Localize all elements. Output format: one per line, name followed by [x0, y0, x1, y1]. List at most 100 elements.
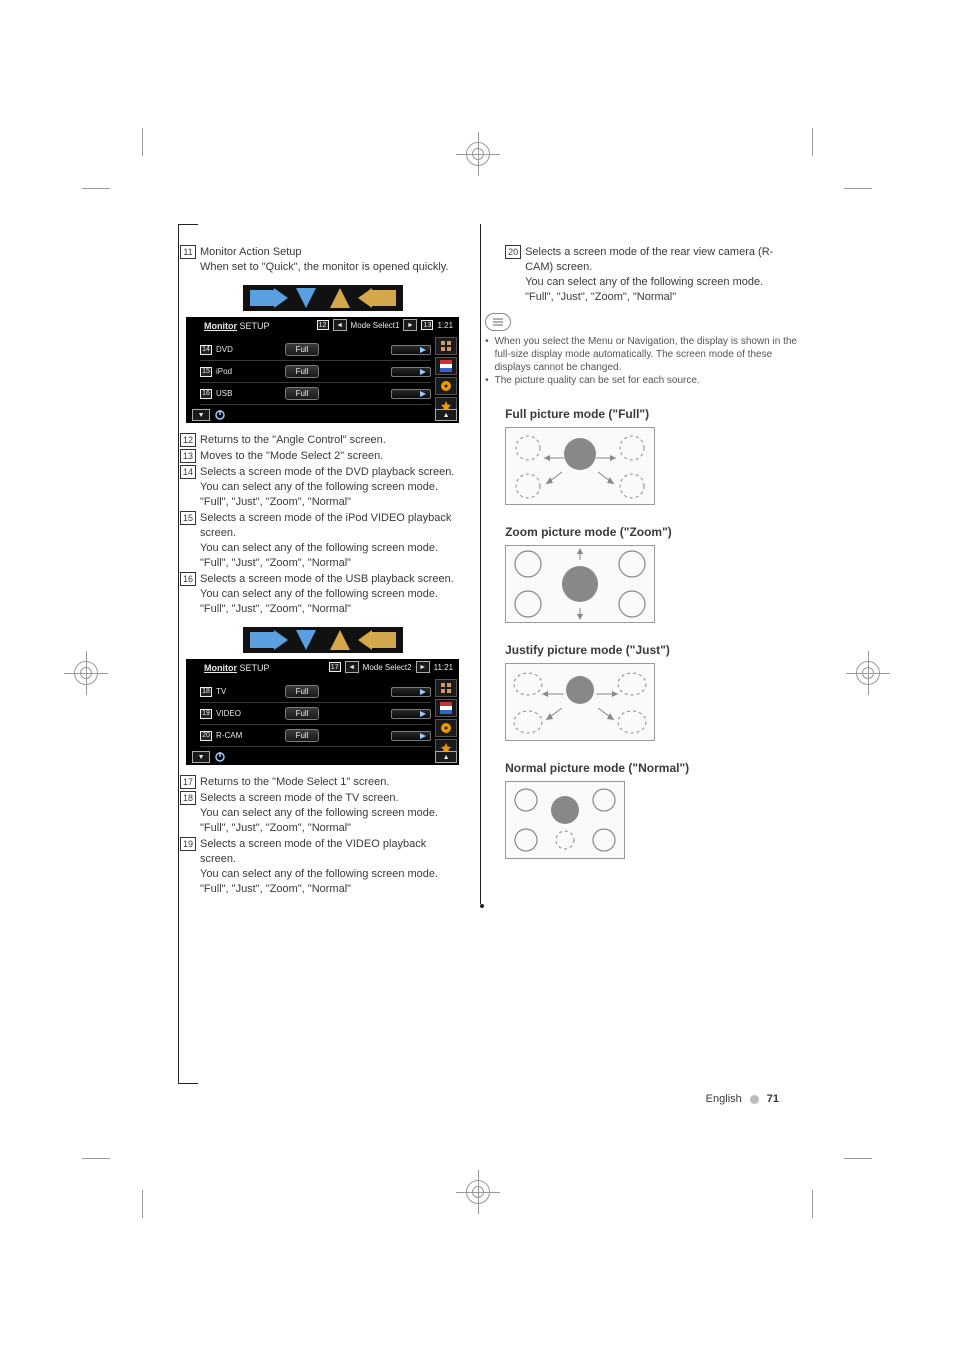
- page-footer: English 71: [706, 1093, 779, 1105]
- monitor-setup-screen-2: Monitor SETUP 17 ◄ Mode Select2 ► 11:21 …: [186, 659, 459, 765]
- item-subtext: You can select any of the following scre…: [525, 275, 800, 290]
- callout-number: 20: [505, 245, 521, 259]
- right-column: 20 Selects a screen mode of the rear vie…: [505, 245, 800, 898]
- item-text: Selects a screen mode of the DVD playbac…: [200, 465, 465, 480]
- callout-number: 16: [180, 572, 196, 586]
- callout-number: 14: [200, 345, 212, 355]
- row-label: R-CAM: [216, 731, 242, 740]
- grid-icon[interactable]: [435, 337, 457, 355]
- item-subtext: You can select any of the following scre…: [200, 806, 465, 821]
- item-subtext: "Full", "Just", "Zoom", "Normal": [200, 882, 465, 897]
- item-subtext: "Full", "Just", "Zoom", "Normal": [200, 556, 465, 571]
- mode-button[interactable]: Full: [285, 685, 320, 698]
- power-icon[interactable]: [214, 751, 232, 763]
- callout-number: 16: [200, 389, 212, 399]
- flag-icon[interactable]: [435, 699, 457, 717]
- callout-number: 19: [200, 709, 212, 719]
- item-subtext: When set to "Quick", the monitor is open…: [200, 260, 465, 275]
- mode-button[interactable]: Full: [285, 387, 320, 400]
- up-button[interactable]: ▲: [435, 409, 457, 421]
- bottom-controls: ▼: [192, 409, 232, 421]
- back-icon[interactable]: ◄: [345, 661, 359, 673]
- nav-arrow-strip: [243, 627, 403, 653]
- disc-icon[interactable]: [435, 377, 457, 395]
- mode-button[interactable]: Full: [285, 365, 320, 378]
- callout-number: 18: [200, 687, 212, 697]
- screen-rows: 14DVD Full 15iPod Full 16USB Full: [200, 339, 431, 405]
- item-15: 15 Selects a screen mode of the iPod VID…: [180, 511, 465, 571]
- item-text: Returns to the "Angle Control" screen.: [200, 433, 465, 448]
- forward-icon[interactable]: ►: [416, 661, 430, 673]
- tab-label: Mode Select1: [351, 321, 400, 330]
- frame-line: [178, 1083, 198, 1084]
- item-12: 12 Returns to the "Angle Control" screen…: [180, 433, 465, 448]
- screen-row: 16 USB Full: [200, 383, 431, 405]
- item-text: Selects a screen mode of the TV screen.: [200, 791, 465, 806]
- note-block: When you select the Menu or Navigation, …: [485, 313, 800, 387]
- screen-row: 18TV Full: [200, 681, 431, 703]
- item-subtext: "Full", "Just", "Zoom", "Normal": [525, 290, 800, 305]
- item-subtext: You can select any of the following scre…: [200, 541, 465, 556]
- next-icon[interactable]: [391, 367, 431, 377]
- arrows-icon: [248, 286, 398, 310]
- mode-heading-just: Justify picture mode ("Just"): [505, 643, 800, 657]
- item-19: 19 Selects a screen mode of the VIDEO pl…: [180, 837, 465, 897]
- item-subtext: "Full", "Just", "Zoom", "Normal": [200, 602, 465, 617]
- next-icon[interactable]: [391, 389, 431, 399]
- next-icon[interactable]: [391, 345, 431, 355]
- down-icon[interactable]: ▼: [192, 409, 210, 421]
- callout-number: 12: [180, 433, 196, 447]
- frame-line: [178, 224, 179, 1084]
- content-area: 11 Monitor Action Setup When set to "Qui…: [180, 245, 800, 898]
- next-icon[interactable]: [391, 687, 431, 697]
- callout-number: 11: [180, 245, 196, 259]
- note-text: The picture quality can be set for each …: [495, 374, 700, 387]
- screen-title: Monitor SETUP: [204, 663, 270, 673]
- mode-button[interactable]: Full: [285, 343, 320, 356]
- callout-number: 17: [180, 775, 196, 789]
- item-text: Monitor Action Setup: [200, 245, 465, 260]
- mode-button[interactable]: Full: [285, 729, 320, 742]
- mode-button[interactable]: Full: [285, 707, 320, 720]
- callout-number: 17: [329, 662, 341, 672]
- clock-label: 1:21: [437, 321, 453, 330]
- item-text: Selects a screen mode of the VIDEO playb…: [200, 837, 465, 867]
- up-button[interactable]: ▲: [435, 751, 457, 763]
- next-icon[interactable]: [391, 709, 431, 719]
- row-label: USB: [216, 389, 232, 398]
- side-buttons: [435, 337, 457, 415]
- callout-number: 18: [180, 791, 196, 805]
- item-subtext: You can select any of the following scre…: [200, 480, 465, 495]
- power-icon[interactable]: [214, 409, 232, 421]
- item-18: 18 Selects a screen mode of the TV scree…: [180, 791, 465, 836]
- mode-heading-zoom: Zoom picture mode ("Zoom"): [505, 525, 800, 539]
- callout-number: 14: [180, 465, 196, 479]
- callout-number: 20: [200, 731, 212, 741]
- flag-icon[interactable]: [435, 357, 457, 375]
- clock-label: 11:21: [434, 663, 453, 672]
- item-text: Moves to the "Mode Select 2" screen.: [200, 449, 465, 464]
- back-icon[interactable]: ◄: [333, 319, 347, 331]
- note-icon: [485, 313, 511, 331]
- row-label: DVD: [216, 345, 233, 354]
- forward-icon[interactable]: ►: [403, 319, 417, 331]
- footer-lang: English: [706, 1093, 742, 1105]
- disc-icon[interactable]: [435, 719, 457, 737]
- frame-line: [480, 904, 484, 908]
- normal-mode-figure: [505, 781, 625, 859]
- full-mode-figure: [505, 427, 655, 505]
- monitor-setup-screen-1: Monitor SETUP 12 ◄ Mode Select1 ► 13 1:2…: [186, 317, 459, 423]
- tab-label: Mode Select2: [363, 663, 412, 672]
- callout-number: 12: [317, 320, 329, 330]
- just-mode-figure: [505, 663, 655, 741]
- item-subtext: You can select any of the following scre…: [200, 867, 465, 882]
- left-column: 11 Monitor Action Setup When set to "Qui…: [180, 245, 465, 898]
- arrows-icon: [248, 628, 398, 652]
- callout-number: 19: [180, 837, 196, 851]
- grid-icon[interactable]: [435, 679, 457, 697]
- item-text: Selects a screen mode of the rear view c…: [525, 245, 800, 275]
- next-icon[interactable]: [391, 731, 431, 741]
- item-11: 11 Monitor Action Setup When set to "Qui…: [180, 245, 465, 275]
- screen-header-icons: 12 ◄ Mode Select1 ► 13 1:21: [317, 319, 454, 331]
- down-icon[interactable]: ▼: [192, 751, 210, 763]
